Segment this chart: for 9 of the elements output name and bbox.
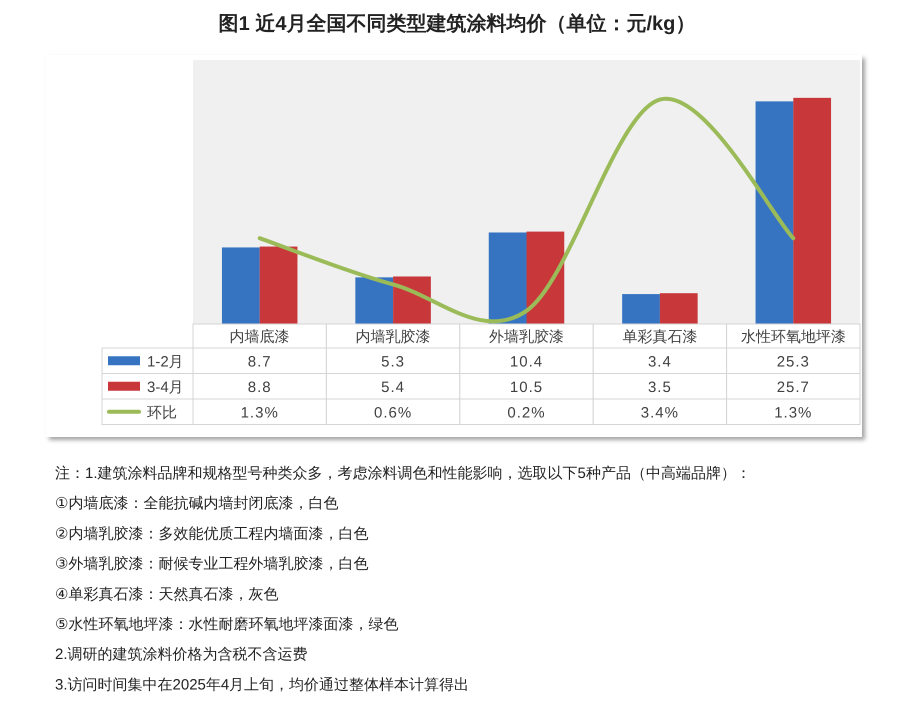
note: ⑤水性环氧地坪漆：水性耐磨环氧地坪漆面漆，绿色 — [55, 616, 398, 633]
note: 3.访问时间集中在2025年4月上旬，均价通过整体样本计算得出 — [55, 676, 470, 694]
note: 2.调研的建筑涂料价格为含税不含运费 — [55, 646, 308, 664]
note: ④单彩真石漆：天然真石漆，灰色 — [55, 586, 278, 603]
note: ①内墙底漆：全能抗碱内墙封闭底漆，白色 — [55, 495, 338, 512]
note: 注：1.建筑涂料品牌和规格型号种类众多，考虑涂料调色和性能影响，选取以下5种产品（中高端品牌）： — [55, 465, 751, 482]
title: 图1 近4月全国不同类型建筑涂料均价（单位：元/kg） — [218, 13, 696, 35]
note: ③外墙乳胶漆：耐候专业工程外墙乳胶漆，白色 — [55, 556, 368, 573]
note: ②内墙乳胶漆：多效能优质工程内墙面漆，白色 — [55, 525, 368, 542]
